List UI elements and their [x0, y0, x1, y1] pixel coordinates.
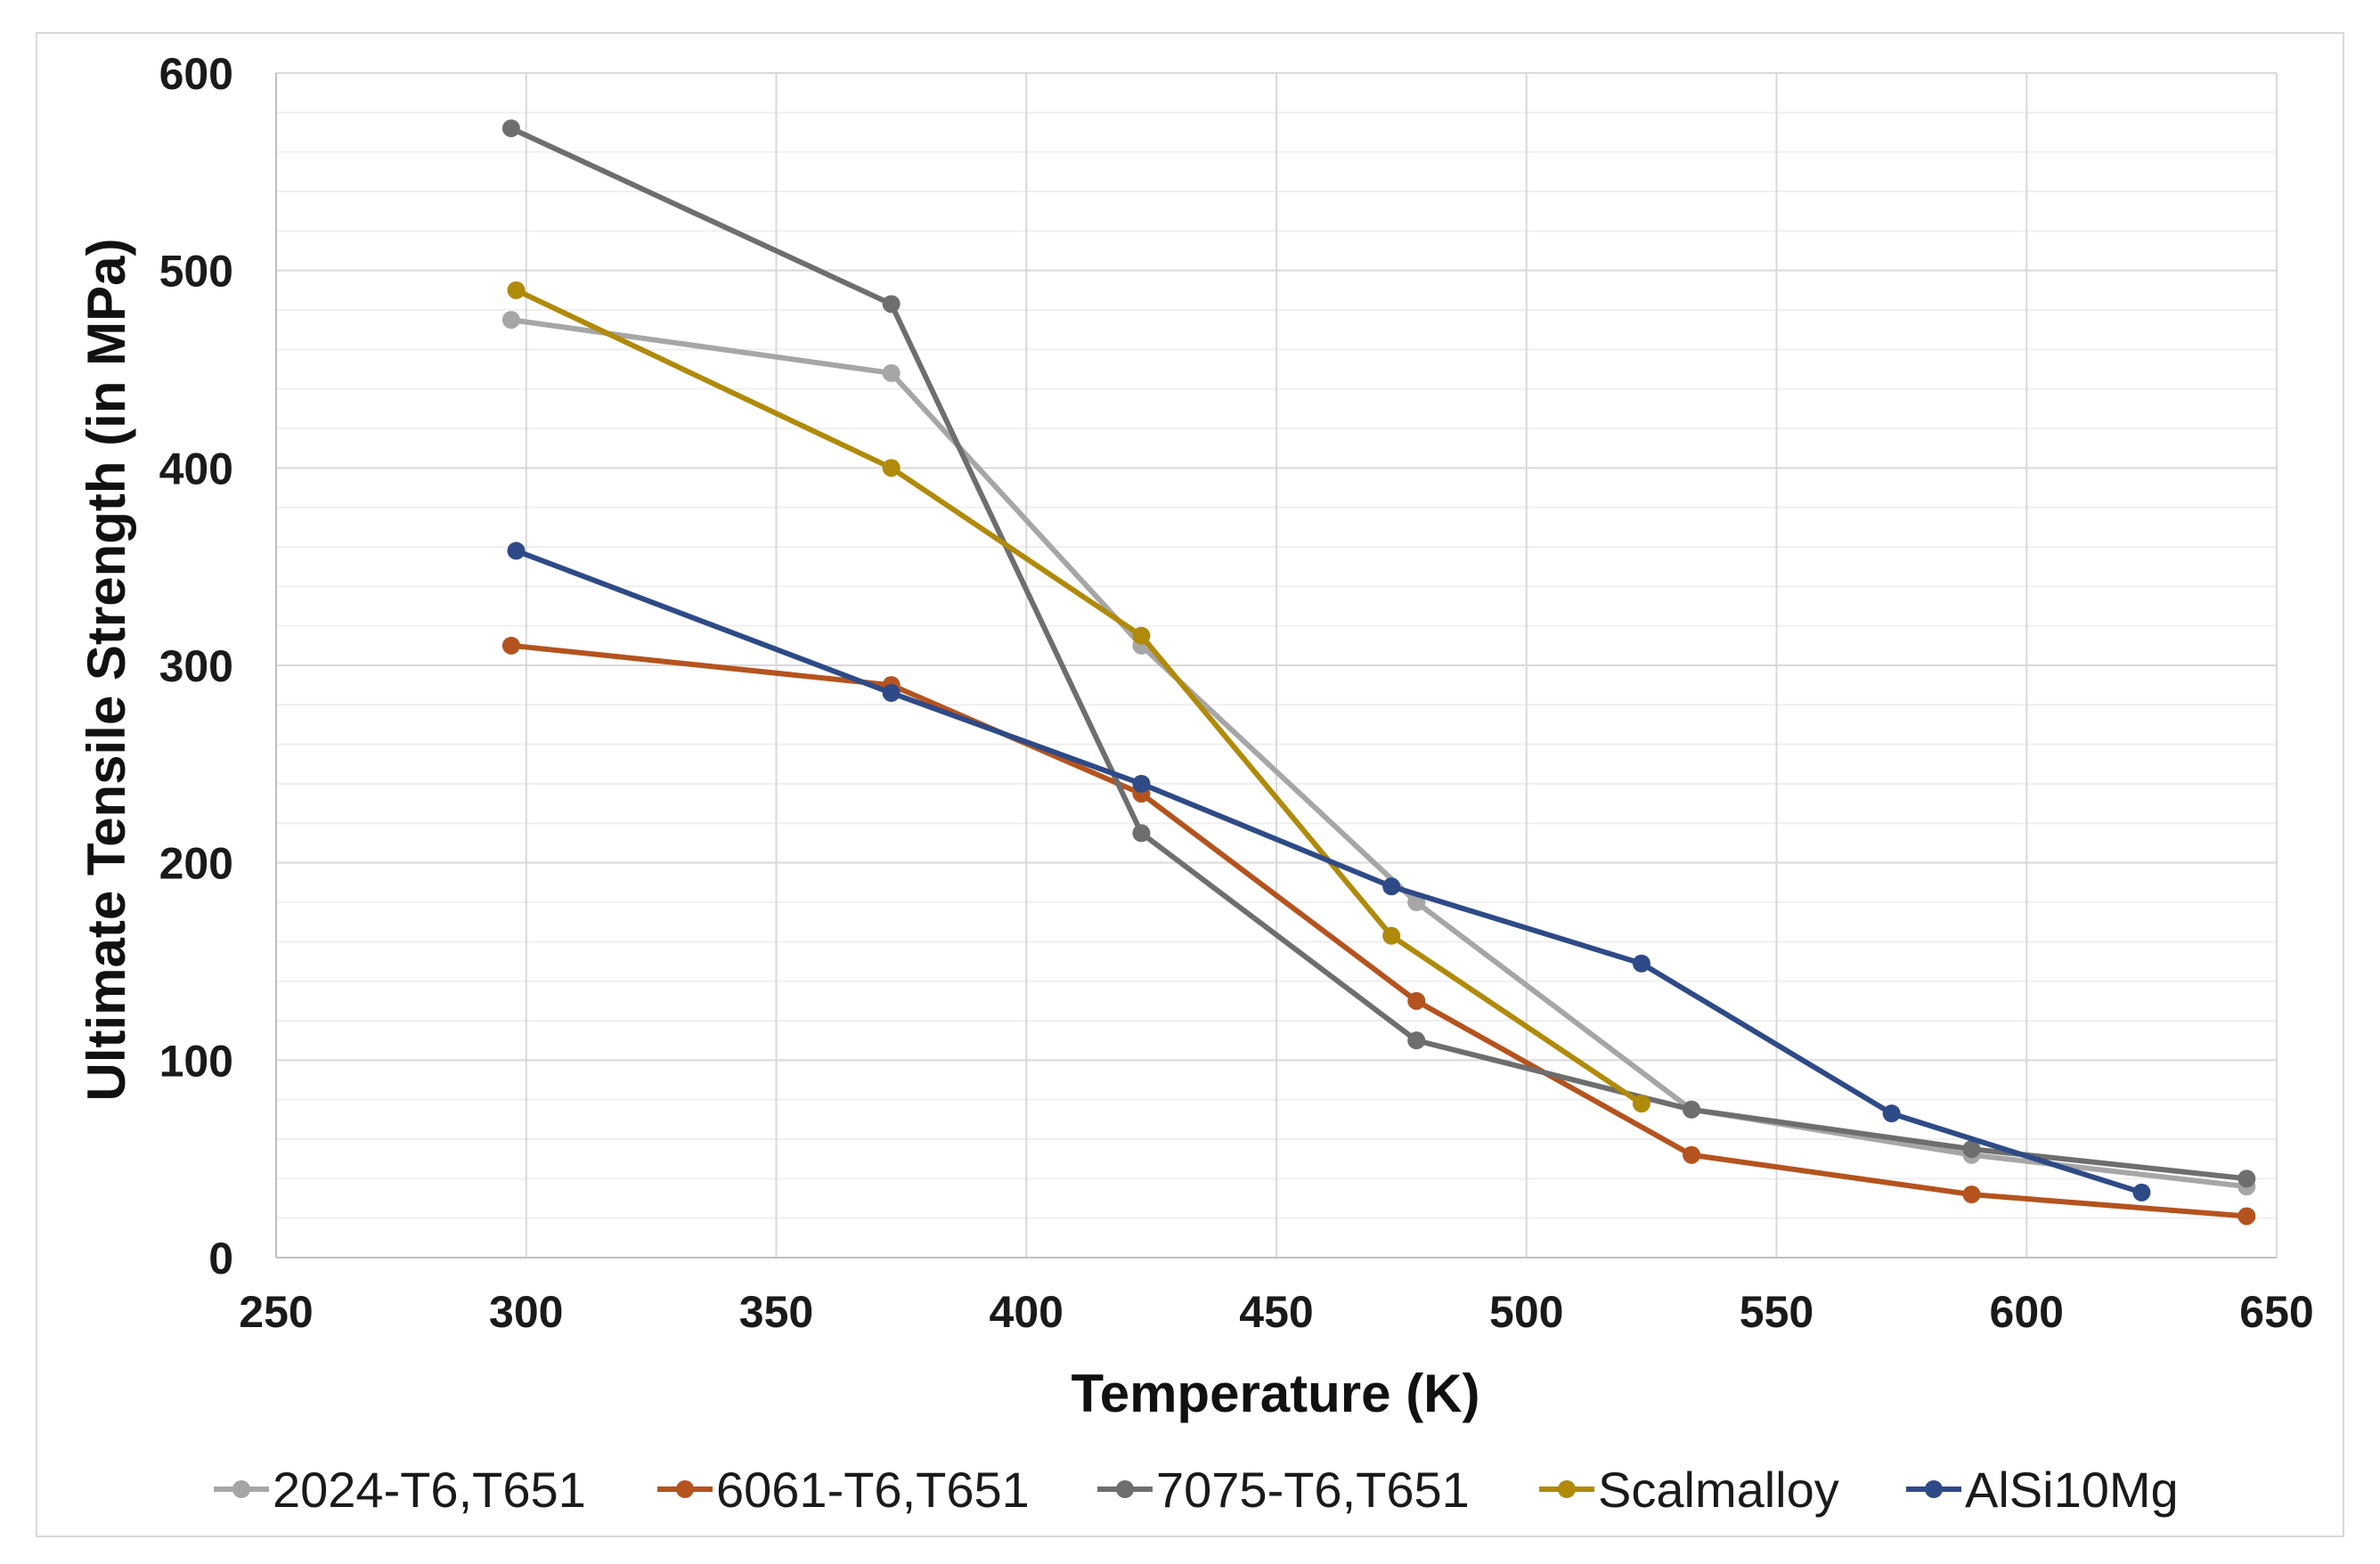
y-tick-label: 500: [159, 247, 233, 297]
legend: 2024-T6,T651 6061-T6,T651 7075-T6,T651 Scal…: [214, 1462, 2179, 1518]
x-tick-label: 250: [239, 1287, 313, 1337]
data-point: [882, 363, 901, 382]
x-axis-title: Temperature (K): [1072, 1364, 1480, 1423]
data-point: [507, 542, 526, 560]
legend-label: Scalmalloy: [1598, 1462, 1839, 1518]
series-Scalmalloy: [507, 281, 1651, 1113]
series-line: [508, 642, 2250, 1219]
data-point: [501, 636, 520, 655]
data-point: [1382, 926, 1401, 945]
series-7075-T6,T651: [501, 119, 2256, 1188]
x-tick-label: 650: [2239, 1287, 2313, 1337]
legend-marker: [1925, 1480, 1943, 1498]
legend-marker: [1558, 1480, 1576, 1498]
y-tick-label: 200: [159, 839, 233, 889]
axes: [275, 73, 2277, 1259]
data-point: [2237, 1207, 2256, 1226]
series-2024-T6,T651: [501, 311, 2256, 1196]
legend-marker: [676, 1480, 694, 1498]
series-group: [501, 119, 2256, 1226]
x-tick-label: 500: [1489, 1287, 1563, 1337]
data-point: [1962, 1140, 1981, 1159]
y-tick-label: 600: [159, 49, 233, 99]
y-tick-label: 0: [208, 1234, 233, 1283]
data-point: [501, 119, 520, 138]
legend-marker: [232, 1480, 250, 1498]
data-point: [1683, 1100, 1701, 1119]
data-point: [1962, 1185, 1981, 1204]
legend-item: 2024-T6,T651: [214, 1462, 586, 1518]
data-point: [2237, 1169, 2256, 1188]
gridlines: [276, 72, 2278, 1258]
data-point: [882, 295, 901, 314]
data-point: [1132, 775, 1151, 793]
data-point: [882, 684, 901, 703]
y-tick-label: 100: [159, 1036, 233, 1086]
x-tick-label: 450: [1239, 1287, 1313, 1337]
legend-item: Scalmalloy: [1539, 1462, 1839, 1518]
data-point: [1407, 991, 1426, 1010]
x-tick-label: 350: [739, 1287, 813, 1337]
tick-labels: 0 100 200 300 400 500 600 250 300 350 400 450 500 550…: [159, 49, 2314, 1337]
legend-label: AlSi10Mg: [1965, 1462, 2179, 1518]
legend-marker: [1116, 1480, 1134, 1498]
data-point: [501, 311, 520, 330]
data-point: [1882, 1104, 1901, 1123]
data-point: [882, 459, 901, 477]
x-tick-label: 300: [489, 1287, 563, 1337]
x-tick-label: 550: [1740, 1287, 1814, 1337]
data-point: [1632, 954, 1651, 973]
legend-label: 6061-T6,T651: [716, 1462, 1030, 1518]
data-point: [1132, 626, 1151, 645]
legend-label: 7075-T6,T651: [1156, 1462, 1470, 1518]
x-tick-label: 400: [990, 1287, 1064, 1337]
data-point: [1632, 1095, 1651, 1113]
legend-item: 7075-T6,T651: [1097, 1462, 1470, 1518]
y-tick-label: 400: [159, 444, 233, 493]
legend-label: 2024-T6,T651: [273, 1462, 586, 1518]
y-axis-title: Ultimate Tensile Strength (in MPa): [77, 239, 136, 1102]
data-point: [1132, 824, 1151, 843]
y-tick-label: 300: [159, 641, 233, 691]
x-tick-label: 600: [1990, 1287, 2064, 1337]
series-AlSi10Mg: [507, 542, 2151, 1202]
series-line: [513, 548, 2145, 1195]
legend-item: AlSi10Mg: [1906, 1462, 2179, 1518]
series-line: [508, 317, 2250, 1190]
data-point: [2132, 1183, 2151, 1202]
data-point: [507, 281, 526, 299]
series-6061-T6,T651: [501, 636, 2256, 1226]
data-point: [1382, 877, 1401, 896]
data-point: [1407, 1031, 1426, 1050]
legend-item: 6061-T6,T651: [657, 1462, 1030, 1518]
data-point: [1683, 1145, 1701, 1164]
